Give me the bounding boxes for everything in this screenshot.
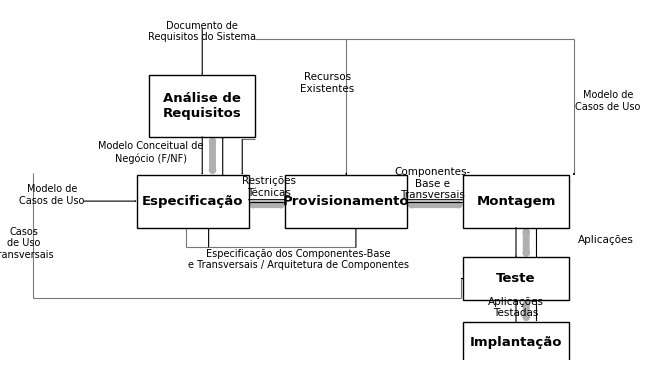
Text: Montagem: Montagem <box>476 195 556 208</box>
Text: Componentes-
Base e
Transversais: Componentes- Base e Transversais <box>395 167 471 200</box>
Text: Modelo de
Casos de Uso: Modelo de Casos de Uso <box>19 184 85 206</box>
FancyBboxPatch shape <box>149 75 255 137</box>
Text: Casos
de Uso
Transversais: Casos de Uso Transversais <box>0 227 54 260</box>
Text: Teste: Teste <box>496 272 536 285</box>
FancyBboxPatch shape <box>463 321 569 364</box>
Text: Modelo Conceitual de
Negócio (F/NF): Modelo Conceitual de Negócio (F/NF) <box>98 141 203 164</box>
FancyBboxPatch shape <box>137 175 249 228</box>
Text: Restrições
Técnicas: Restrições Técnicas <box>243 176 296 198</box>
Text: Provisionamento: Provisionamento <box>283 195 410 208</box>
Text: Modelo de
Casos de Uso: Modelo de Casos de Uso <box>575 90 640 112</box>
Text: Análise de
Requisitos: Análise de Requisitos <box>163 92 241 120</box>
Text: Implantação: Implantação <box>470 336 562 349</box>
Text: Recursos
Existentes: Recursos Existentes <box>300 72 354 94</box>
Text: Documento de
Requisitos do Sistema: Documento de Requisitos do Sistema <box>148 21 256 42</box>
Text: Especificação dos Componentes-Base
e Transversais / Arquitetura de Componentes: Especificação dos Componentes-Base e Tra… <box>188 249 409 270</box>
FancyBboxPatch shape <box>463 258 569 300</box>
Text: Aplicações: Aplicações <box>578 235 634 245</box>
Text: Aplicações
Testadas: Aplicações Testadas <box>488 297 544 318</box>
FancyBboxPatch shape <box>463 175 569 228</box>
Text: Especificação: Especificação <box>142 195 243 208</box>
FancyBboxPatch shape <box>285 175 407 228</box>
